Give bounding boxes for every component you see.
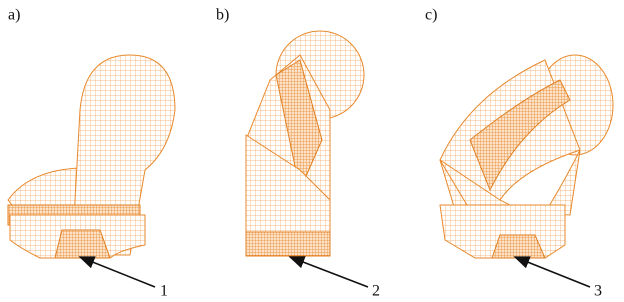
callout-arrow [80,257,155,287]
mesh-shape [55,230,110,258]
panel-c: c) 3 [425,7,613,300]
panel-b: b) 2 [216,7,380,300]
callout-number: 3 [594,283,602,300]
mesh-shape [246,232,330,256]
callout-number: 2 [372,283,380,300]
callout-arrow [290,257,368,287]
callout-number: 1 [160,283,168,300]
panel-a: a) 1 [8,7,175,300]
figure: a) 1 b) 2 c) 3 [0,0,624,302]
panel-label: b) [216,7,229,24]
panel-label: c) [425,7,437,24]
panel-label: a) [8,7,20,24]
callout-arrow [515,257,590,287]
